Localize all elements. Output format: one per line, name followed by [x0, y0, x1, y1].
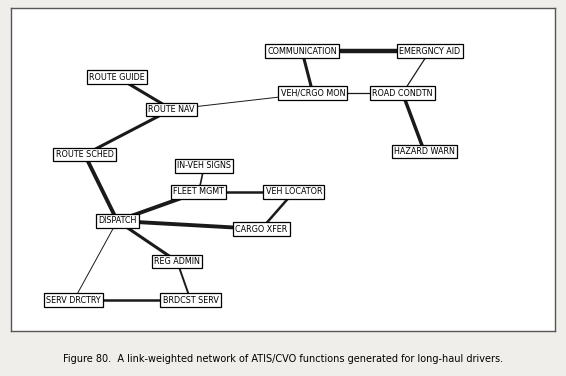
- Text: Figure 80.  A link-weighted network of ATIS/CVO functions generated for long-hau: Figure 80. A link-weighted network of AT…: [63, 354, 503, 364]
- Text: ROAD CONDTN: ROAD CONDTN: [372, 89, 433, 98]
- Text: FLEET MGMT: FLEET MGMT: [173, 187, 224, 196]
- Text: ROUTE NAV: ROUTE NAV: [148, 105, 195, 114]
- Text: REG ADMIN: REG ADMIN: [154, 257, 200, 266]
- Text: BRDCST SERV: BRDCST SERV: [162, 296, 218, 305]
- Text: COMMUNICATION: COMMUNICATION: [267, 47, 337, 56]
- Text: SERV DRCTRY: SERV DRCTRY: [46, 296, 101, 305]
- Text: IN-VEH SIGNS: IN-VEH SIGNS: [177, 161, 231, 170]
- Text: EMERGNCY AID: EMERGNCY AID: [399, 47, 460, 56]
- Text: ROUTE GUIDE: ROUTE GUIDE: [89, 73, 145, 82]
- Text: HAZARD WARN: HAZARD WARN: [394, 147, 454, 156]
- Text: ROUTE SCHED: ROUTE SCHED: [55, 150, 114, 159]
- Text: DISPATCH: DISPATCH: [98, 217, 136, 226]
- Text: CARGO XFER: CARGO XFER: [235, 224, 288, 233]
- Text: VEH/CRGO MON: VEH/CRGO MON: [281, 89, 345, 98]
- Text: VEH LOCATOR: VEH LOCATOR: [265, 187, 322, 196]
